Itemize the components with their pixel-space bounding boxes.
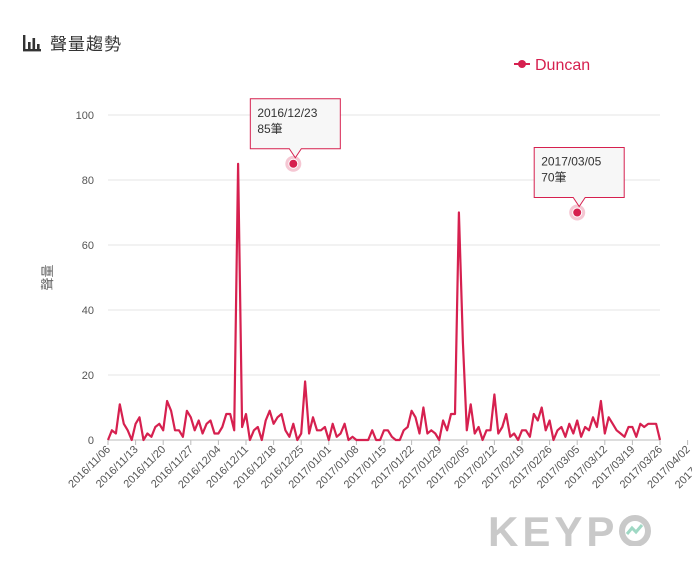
legend-marker <box>518 60 526 68</box>
annotation-tooltip[interactable]: 2017/03/05 70筆 <box>533 147 625 221</box>
logo-o-icon <box>619 515 652 546</box>
bar-chart-icon <box>23 34 41 51</box>
y-axis-label: 聲量 <box>40 264 55 290</box>
legend-label[interactable]: Duncan <box>535 57 590 74</box>
y-tick-label: 40 <box>82 305 94 317</box>
legend[interactable]: Duncan <box>514 57 590 74</box>
tooltip-value: 70筆 <box>541 171 566 185</box>
logo-text: KEYP <box>488 508 619 555</box>
tooltip-date: 2017/03/05 <box>541 155 601 169</box>
tooltip-value: 85筆 <box>257 122 282 136</box>
data-point[interactable] <box>572 207 583 218</box>
annotations: 2016/12/23 85筆 2017/03/05 70筆 <box>249 98 625 221</box>
tooltip-box <box>533 147 625 208</box>
series-duncan <box>106 162 662 442</box>
annotation-tooltip[interactable]: 2016/12/23 85筆 <box>249 98 341 172</box>
tooltip-box <box>249 98 341 159</box>
y-tick-label: 0 <box>88 435 94 447</box>
y-tick-label: 20 <box>82 370 94 382</box>
y-axis-ticks: 0 20 40 60 80 100 <box>76 110 94 447</box>
series-line <box>106 162 662 442</box>
y-tick-label: 80 <box>82 175 94 187</box>
chart-header: 聲量趨勢 <box>22 30 122 55</box>
y-tick-label: 60 <box>82 240 94 252</box>
data-point[interactable] <box>288 158 299 169</box>
tooltip-date: 2016/12/23 <box>257 106 317 120</box>
keypo-logo: KEYP <box>488 508 652 556</box>
x-axis-ticks: 2016/11/062016/11/132016/11/202016/11/27… <box>66 440 692 491</box>
page-title: 聲量趨勢 <box>50 35 122 55</box>
y-tick-label: 100 <box>76 110 94 122</box>
